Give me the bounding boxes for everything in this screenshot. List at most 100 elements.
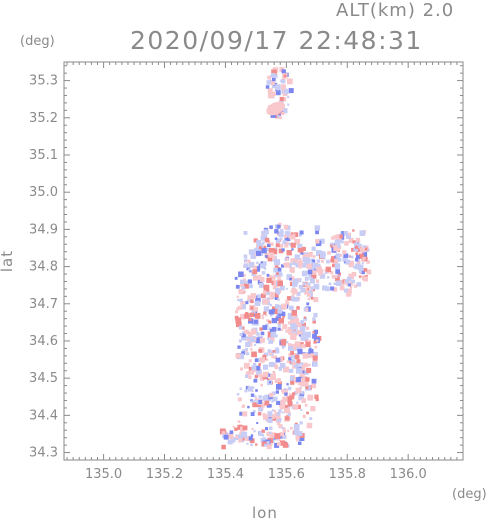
echo-cell <box>258 407 263 412</box>
echo-cell <box>302 353 309 359</box>
echo-cell <box>321 252 326 257</box>
echo-cell <box>289 318 296 325</box>
echo-cell <box>262 325 268 330</box>
echo-cell <box>283 74 287 78</box>
echo-cell <box>280 339 287 346</box>
echo-cell <box>315 230 319 235</box>
echo-cell <box>359 247 365 253</box>
echo-cell <box>243 231 248 235</box>
echo-cell <box>278 424 283 429</box>
echo-cell <box>277 323 281 327</box>
echo-cell <box>277 381 282 386</box>
echo-cell <box>356 282 362 287</box>
echo-cell <box>265 396 271 402</box>
echo-cell <box>244 283 249 289</box>
echo-cell <box>247 386 253 392</box>
echo-cell <box>280 399 286 405</box>
echo-cell <box>333 282 336 285</box>
echo-cell <box>351 279 356 284</box>
echo-cell <box>263 267 267 270</box>
echo-cell <box>221 444 226 450</box>
echo-cell <box>361 262 364 265</box>
echo-cell <box>255 397 258 400</box>
echo-cell <box>277 278 282 283</box>
y-tick-label: 35.3 <box>29 74 58 89</box>
echo-cell <box>331 274 336 279</box>
echo-cell <box>286 396 292 402</box>
echo-cell <box>280 311 286 317</box>
echo-cell <box>273 267 279 273</box>
echo-cell <box>277 275 281 279</box>
echo-cell <box>269 414 275 420</box>
echo-cell <box>284 243 289 248</box>
echo-cell <box>291 360 294 363</box>
central-cluster <box>234 222 322 429</box>
echo-cell <box>297 278 300 281</box>
echo-cell <box>248 366 254 372</box>
echo-cell <box>339 254 343 257</box>
echo-cell <box>277 442 281 446</box>
echo-cell <box>306 282 311 287</box>
echo-cell <box>252 269 258 275</box>
echo-cell <box>352 240 356 244</box>
echo-cell <box>307 297 310 301</box>
echo-cell <box>354 263 361 270</box>
echo-cell <box>337 257 342 262</box>
echo-cell <box>289 267 295 273</box>
echo-cell <box>281 411 284 414</box>
x-tick-label: 135.0 <box>85 467 122 482</box>
echo-cell <box>274 365 279 370</box>
echo-cell <box>289 233 296 240</box>
echo-cell <box>288 88 294 94</box>
echo-cell <box>285 301 290 306</box>
echo-cell <box>269 225 273 229</box>
echo-cell <box>266 337 270 340</box>
southern-cluster <box>219 424 305 450</box>
echo-cell <box>242 349 246 353</box>
y-tick-label: 34.7 <box>29 297 58 312</box>
echo-cell <box>271 248 278 255</box>
echo-cell <box>268 320 272 324</box>
echo-cell <box>294 354 300 360</box>
echo-cell <box>279 243 284 248</box>
echo-cell <box>238 339 242 343</box>
echo-cell <box>278 418 282 421</box>
echo-cell <box>223 434 229 440</box>
echo-cell <box>253 319 258 324</box>
echo-cell <box>299 334 302 337</box>
echo-cell <box>331 236 335 240</box>
echo-cell <box>354 245 359 249</box>
echo-cell <box>330 286 335 291</box>
echo-cell <box>347 277 352 282</box>
echo-cell <box>244 280 248 284</box>
echo-cell <box>286 296 292 301</box>
echo-cell <box>261 434 265 437</box>
echo-cell <box>342 256 348 262</box>
echo-cell <box>269 432 276 439</box>
echo-cell <box>254 374 259 379</box>
y-tick-label: 34.6 <box>29 334 58 349</box>
echo-cell <box>282 97 287 102</box>
echo-cell <box>348 283 351 287</box>
echo-cell <box>299 421 303 425</box>
x-tick-label: 135.6 <box>268 467 305 482</box>
echo-cell <box>289 368 294 373</box>
echo-cell <box>248 335 255 342</box>
echo-cell <box>290 426 293 430</box>
echo-cell <box>288 345 293 351</box>
echo-cell <box>266 80 271 85</box>
echo-cell <box>282 430 286 434</box>
y-axis-unit: (deg) <box>20 34 55 49</box>
echo-cell <box>313 289 315 292</box>
echo-cell <box>306 411 309 415</box>
echo-cell <box>304 337 309 342</box>
echo-cell <box>270 335 275 340</box>
echo-cell <box>344 241 349 246</box>
y-tick-label: 34.5 <box>29 371 58 386</box>
echo-cell <box>241 436 245 441</box>
echo-cell <box>221 431 225 435</box>
echo-cell <box>240 301 245 306</box>
echo-cell <box>312 331 315 334</box>
echo-cell <box>249 312 254 317</box>
echo-cell <box>248 375 252 379</box>
